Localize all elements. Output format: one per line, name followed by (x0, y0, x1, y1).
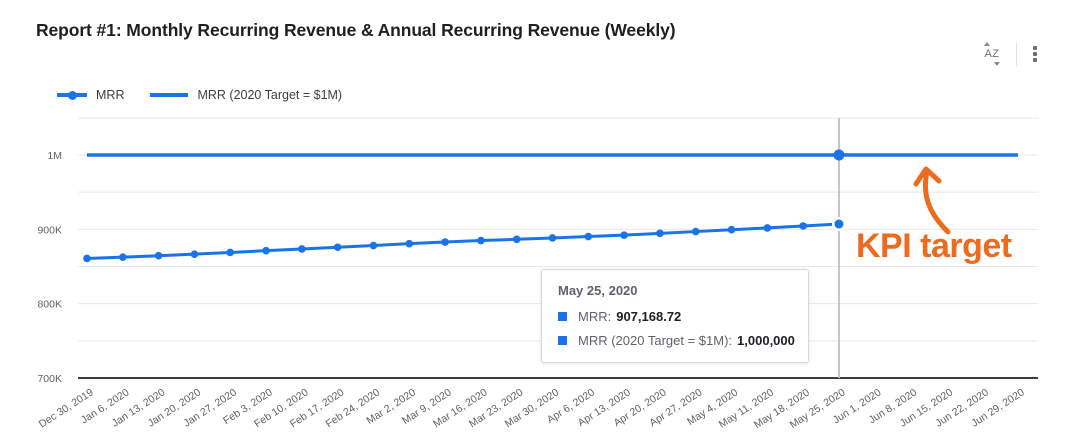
more-options-button[interactable] (1026, 40, 1044, 68)
chart-series-layer: 1M900K800K700KDec 30, 2019Jan 6, 2020Jan… (37, 118, 1038, 431)
mrr-point[interactable] (155, 252, 163, 260)
chart-tooltip: May 25, 2020 MRR: 907,168.72 MRR (2020 T… (541, 269, 809, 363)
series-swatch-icon (558, 336, 567, 345)
tooltip-row-target: MRR (2020 Target = $1M): 1,000,000 (558, 333, 792, 348)
legend-item-mrr: MRR (57, 88, 124, 102)
mrr-point[interactable] (764, 224, 772, 232)
y-axis-label: 1M (47, 150, 62, 162)
sort-asc-caret-icon (984, 42, 990, 46)
mrr-point[interactable] (692, 228, 700, 236)
kebab-dot-icon (1033, 46, 1037, 50)
chart-legend: MRR MRR (2020 Target = $1M) (57, 88, 342, 102)
mrr-point[interactable] (620, 231, 628, 239)
mrr-point[interactable] (83, 255, 91, 263)
mrr-point[interactable] (298, 245, 306, 253)
chart-plot-area[interactable]: 1M900K800K700KDec 30, 2019Jan 6, 2020Jan… (0, 110, 1078, 443)
legend-label-target: MRR (2020 Target = $1M) (197, 88, 342, 102)
y-axis-label: 800K (37, 299, 62, 311)
legend-line-icon (150, 93, 188, 97)
sort-az-button[interactable]: AZ (977, 40, 1007, 68)
mrr-point-highlighted[interactable] (834, 220, 843, 229)
report-widget: Report #1: Monthly Recurring Revenue & A… (0, 0, 1078, 443)
tooltip-label: MRR (2020 Target = $1M): (578, 333, 732, 348)
mrr-point[interactable] (513, 235, 521, 243)
mrr-point[interactable] (119, 253, 127, 261)
kebab-dot-icon (1033, 52, 1037, 56)
legend-item-target: MRR (2020 Target = $1M) (150, 88, 342, 102)
mrr-point[interactable] (799, 222, 807, 230)
toolbar-divider (1016, 42, 1017, 66)
mrr-point[interactable] (585, 233, 593, 241)
mrr-point[interactable] (334, 243, 342, 251)
target-point-highlighted[interactable] (833, 150, 844, 161)
legend-label-mrr: MRR (96, 88, 124, 102)
sort-desc-caret-icon (994, 62, 1000, 66)
tooltip-row-mrr: MRR: 907,168.72 (558, 309, 792, 324)
mrr-point[interactable] (549, 234, 557, 242)
tooltip-value: 1,000,000 (737, 333, 795, 348)
series-swatch-icon (558, 312, 567, 321)
tooltip-label: MRR: (578, 309, 611, 324)
mrr-point[interactable] (728, 226, 736, 234)
report-title: Report #1: Monthly Recurring Revenue & A… (36, 20, 675, 41)
y-axis-label: 700K (37, 373, 62, 385)
mrr-point[interactable] (405, 240, 413, 248)
mrr-point[interactable] (262, 247, 270, 255)
y-axis-label: 900K (37, 224, 62, 236)
tooltip-value: 907,168.72 (616, 309, 681, 324)
kebab-dot-icon (1033, 58, 1037, 62)
sort-az-label: AZ (984, 48, 999, 60)
mrr-point[interactable] (226, 249, 234, 257)
kpi-target-annotation: KPI target (856, 227, 1012, 266)
mrr-point[interactable] (191, 250, 199, 258)
mrr-point[interactable] (656, 230, 664, 238)
mrr-point[interactable] (441, 238, 449, 246)
tooltip-date: May 25, 2020 (558, 283, 792, 298)
mrr-point[interactable] (477, 237, 485, 245)
legend-line-dot-icon (57, 93, 87, 97)
chart-toolbar: AZ (977, 40, 1044, 68)
mrr-point[interactable] (370, 242, 378, 250)
kpi-target-arrow (916, 169, 948, 232)
